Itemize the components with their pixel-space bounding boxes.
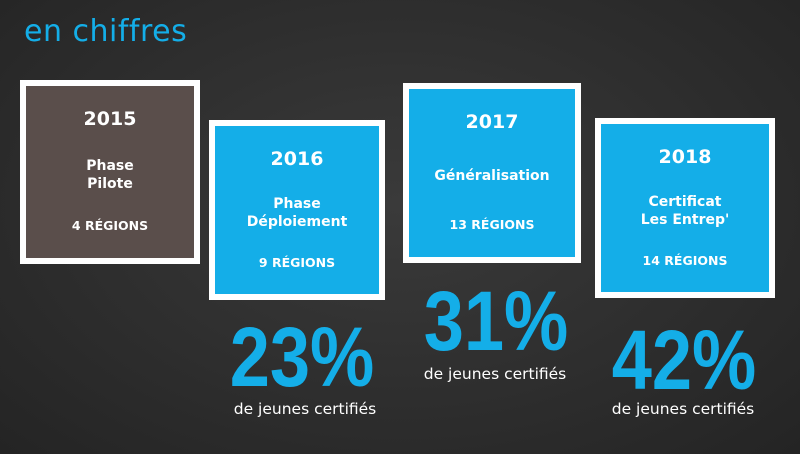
page-title: en chiffres [24, 14, 188, 49]
card-year: 2017 [465, 111, 519, 133]
card-2015: 2015 Phase Pilote 4 RÉGIONS [20, 80, 200, 264]
stat-caption: de jeunes certifiés [233, 400, 377, 418]
card-regions: 14 RÉGIONS [642, 253, 728, 268]
card-regions: 13 RÉGIONS [449, 217, 535, 232]
card-2016: 2016 Phase Déploiement 9 RÉGIONS [209, 120, 385, 300]
card-phase: Phase Déploiement [246, 196, 348, 230]
card-regions: 9 RÉGIONS [258, 255, 336, 270]
stat-percentage: 42% [611, 313, 757, 407]
card-phase: Généralisation [434, 168, 550, 184]
card-regions: 4 RÉGIONS [71, 218, 149, 233]
card-2018: 2018 Certificat Les Entrep' 14 RÉGIONS [595, 118, 775, 298]
card-year: 2015 [83, 108, 137, 130]
stat-percentage: 31% [423, 274, 569, 368]
stat-percentage: 23% [229, 310, 375, 404]
stat-caption: de jeunes certifiés [423, 365, 567, 383]
card-phase: Certificat Les Entrep' [640, 194, 730, 228]
card-year: 2018 [658, 146, 712, 168]
stat-caption: de jeunes certifiés [611, 400, 755, 418]
card-year: 2016 [270, 148, 324, 170]
card-phase: Phase Pilote [86, 158, 134, 192]
card-2017: 2017 Généralisation 13 RÉGIONS [403, 83, 581, 263]
